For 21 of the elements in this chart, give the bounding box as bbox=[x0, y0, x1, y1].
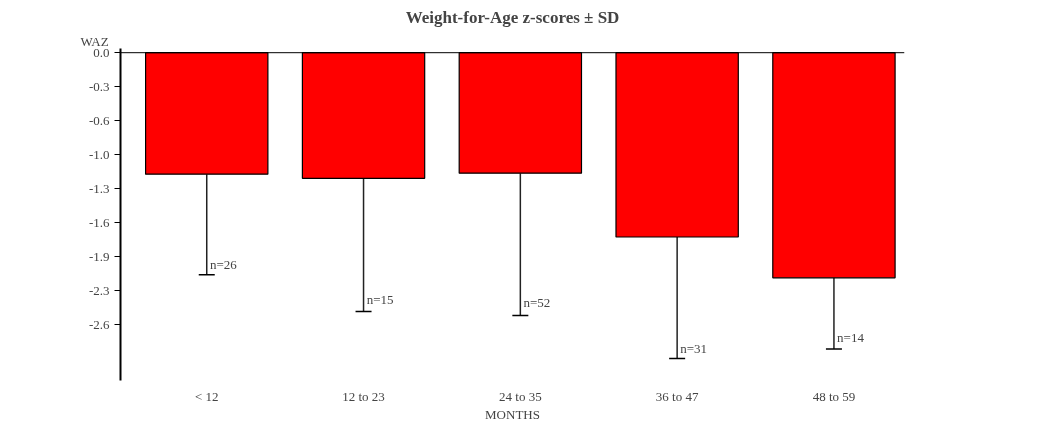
x-tick-label: 48 to 59 bbox=[812, 388, 856, 404]
y-tick-label: -1.6 bbox=[88, 214, 110, 230]
x-tick-label: 12 to 23 bbox=[342, 388, 385, 404]
x-tick-label: 36 to 47 bbox=[655, 388, 699, 404]
annotation: n=26 bbox=[209, 256, 238, 272]
x-tick-label: 24 to 35 bbox=[499, 388, 542, 404]
y-tick-label: -0.3 bbox=[88, 78, 110, 94]
annotation: n=31 bbox=[680, 340, 708, 356]
y-tick-label: -1.0 bbox=[88, 146, 110, 162]
x-axis-title: MONTHS bbox=[485, 406, 540, 422]
y-tick-label: -2.3 bbox=[88, 282, 110, 298]
x-tick-label: < 12 bbox=[194, 388, 219, 404]
y-tick-label: -2.6 bbox=[88, 316, 110, 332]
chart-title: Weight-for-Age z-scores ± SD bbox=[405, 7, 620, 27]
annotation: n=14 bbox=[837, 330, 865, 346]
y-axis-title: WAZ bbox=[80, 33, 109, 49]
annotation: n=52 bbox=[523, 295, 551, 311]
y-tick-label: -1.9 bbox=[88, 248, 110, 264]
y-tick-label: -1.3 bbox=[88, 180, 110, 196]
annotation: n=15 bbox=[366, 292, 394, 308]
y-tick-label: -0.6 bbox=[88, 112, 110, 128]
